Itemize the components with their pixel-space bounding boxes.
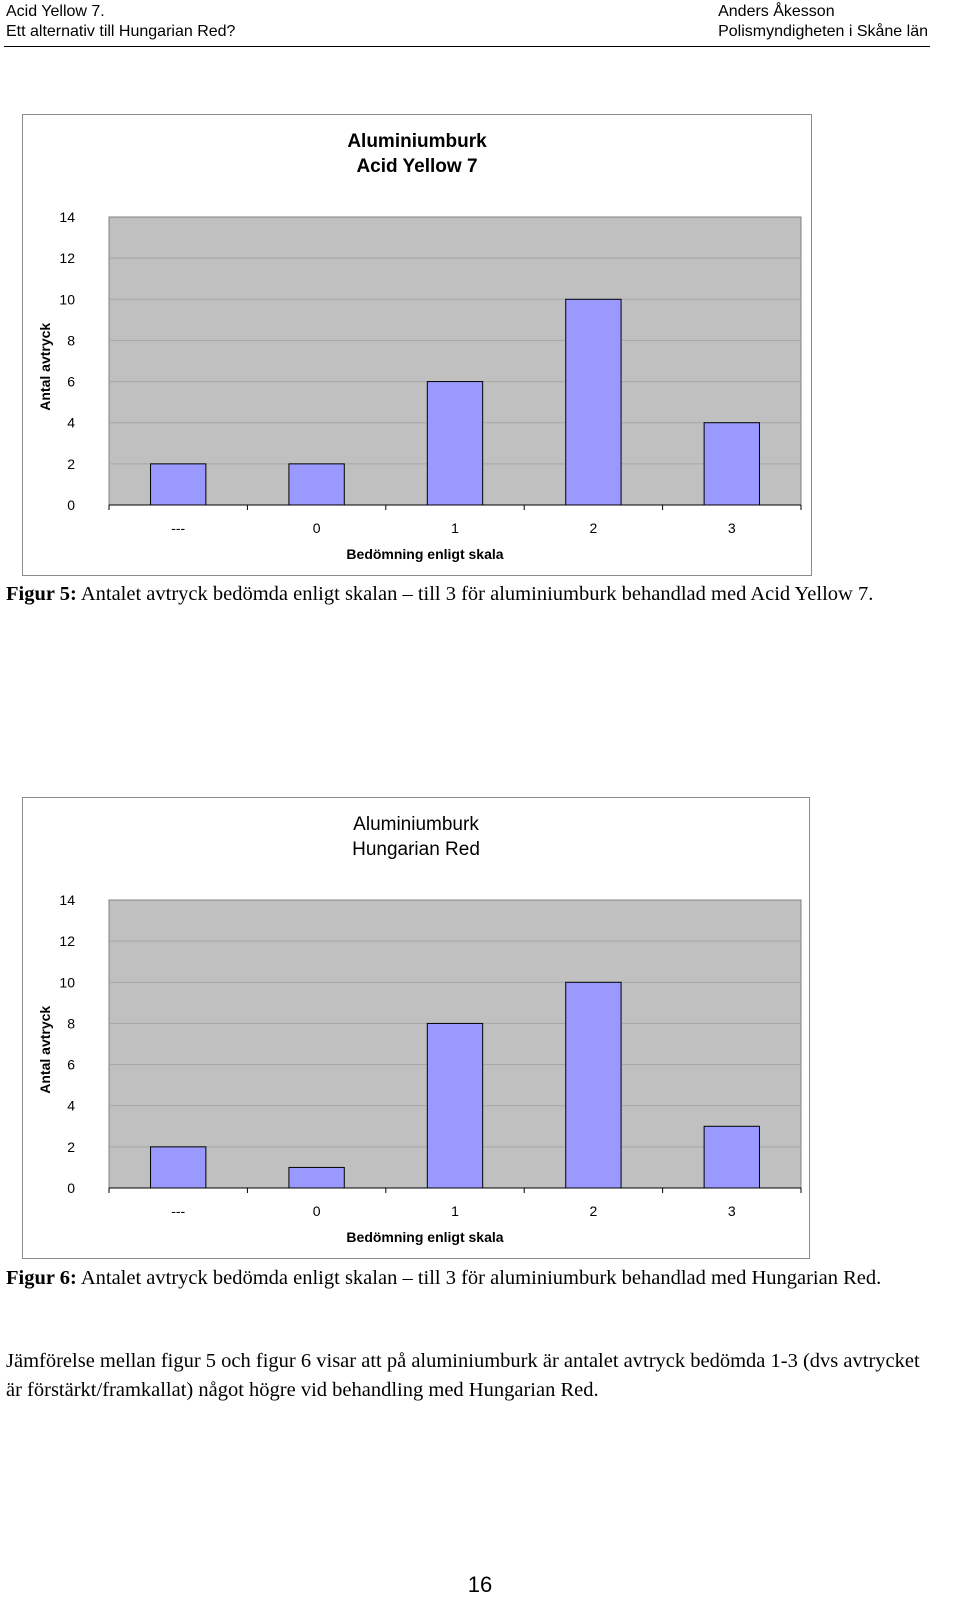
bar-3 xyxy=(703,422,760,506)
header-doc-subtitle: Ett alternativ till Hungarian Red? xyxy=(6,23,236,40)
y-tick-label: 14 xyxy=(59,209,75,225)
x-axis-title: Bedömning enligt skala xyxy=(346,546,503,562)
figure-5-caption: Figur 5: Antalet avtryck bedömda enligt … xyxy=(6,580,926,608)
page-number: 16 xyxy=(467,1572,493,1597)
x-tick-label: --- xyxy=(171,1203,185,1219)
figure-5-label: Figur 5: xyxy=(6,583,77,605)
x-axis-title: Bedömning enligt skala xyxy=(346,1229,503,1245)
chart-title-line-1: Aluminiumburk xyxy=(347,131,487,152)
chart-title: Aluminiumburk Acid Yellow 7 xyxy=(23,129,811,179)
x-tick-label: 1 xyxy=(451,520,459,536)
y-tick-label: 0 xyxy=(67,1180,75,1196)
y-tick-label: 0 xyxy=(67,497,75,513)
body-paragraph: Jämförelse mellan figur 5 och figur 6 vi… xyxy=(6,1350,920,1401)
y-axis-title: Antal avtryck xyxy=(37,323,53,411)
header-right: Anders Åkesson Polismyndigheten i Skåne … xyxy=(718,2,928,42)
x-tick-label: --- xyxy=(171,520,185,536)
chart-title-line-2: Hungarian Red xyxy=(352,839,480,860)
y-tick-label: 2 xyxy=(67,456,75,472)
bar-2 xyxy=(565,298,622,506)
x-tick-label: 2 xyxy=(590,1203,598,1219)
y-tick-label: 10 xyxy=(59,974,75,990)
figure-6-text: Antalet avtryck bedömda enligt skalan – … xyxy=(80,1267,882,1289)
y-tick-label: 8 xyxy=(67,332,75,348)
x-tick-label: 0 xyxy=(313,1203,321,1219)
x-tick-label: 1 xyxy=(451,1203,459,1219)
y-axis-title: Antal avtryck xyxy=(37,1006,53,1094)
header-doc-title: Acid Yellow 7. xyxy=(6,3,105,20)
figure-5-text: Antalet avtryck bedömda enligt skalan – … xyxy=(80,583,874,605)
y-tick-label: 6 xyxy=(67,1057,75,1073)
bar-1 xyxy=(426,1022,484,1189)
bar-0 xyxy=(288,1166,345,1189)
y-tick-label: 14 xyxy=(59,892,75,908)
x-tick-label: 3 xyxy=(728,1203,736,1219)
bar-3 xyxy=(703,1125,760,1189)
bar-1 xyxy=(426,381,484,506)
bar-2 xyxy=(565,981,622,1189)
header-organization: Polismyndigheten i Skåne län xyxy=(718,23,928,40)
bar-0 xyxy=(288,463,345,506)
x-tick-label: 0 xyxy=(313,520,321,536)
header-rule xyxy=(4,46,930,47)
y-tick-label: 4 xyxy=(67,415,75,431)
x-tick-label: 3 xyxy=(728,520,736,536)
y-tick-label: 10 xyxy=(59,291,75,307)
figure-6-caption: Figur 6: Antalet avtryck bedömda enligt … xyxy=(6,1264,926,1292)
y-tick-label: 8 xyxy=(67,1015,75,1031)
figure-6-label: Figur 6: xyxy=(6,1267,77,1289)
chart-figure-6: Aluminiumburk Hungarian Red 0 2 4 6 8 10 12 14-… xyxy=(22,797,810,1259)
y-tick-label: 12 xyxy=(59,933,75,949)
chart-title: Aluminiumburk Hungarian Red xyxy=(23,812,809,862)
y-tick-label: 12 xyxy=(59,250,75,266)
bar-dashdashdash xyxy=(150,463,207,506)
bar-dashdashdash xyxy=(150,1146,207,1189)
x-tick-label: 2 xyxy=(590,520,598,536)
y-tick-label: 2 xyxy=(67,1139,75,1155)
chart-figure-5: Aluminiumburk Acid Yellow 7 0 2 4 6 8 10 12 14-… xyxy=(22,114,812,576)
header-left: Acid Yellow 7. Ett alternativ till Hunga… xyxy=(6,2,235,42)
chart-title-line-2: Acid Yellow 7 xyxy=(356,156,478,177)
y-tick-label: 4 xyxy=(67,1098,75,1114)
y-tick-label: 6 xyxy=(67,374,75,390)
chart-title-line-1: Aluminiumburk xyxy=(353,814,479,835)
header-author: Anders Åkesson xyxy=(718,3,835,20)
